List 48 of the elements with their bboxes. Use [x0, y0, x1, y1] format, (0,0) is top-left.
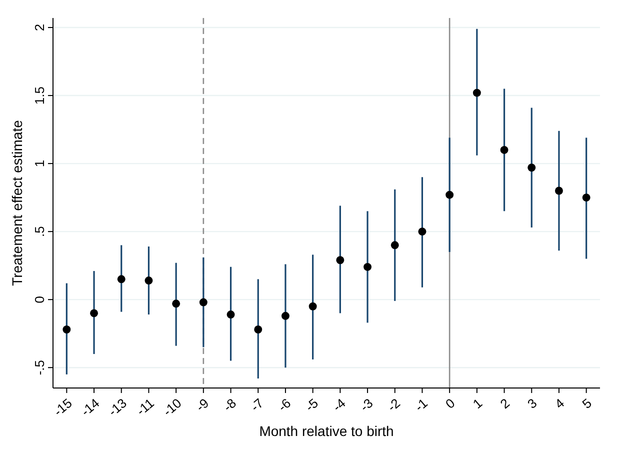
y-tick-label: 0 [32, 296, 47, 304]
x-axis-title: Month relative to birth [259, 423, 394, 439]
y-tick-label: 1 [32, 160, 47, 168]
point [472, 88, 481, 97]
point [528, 164, 536, 172]
x-tick-label: 5 [579, 395, 594, 412]
x-tick-label: -4 [330, 395, 348, 414]
point [62, 326, 71, 334]
x-tick-label: -13 [105, 395, 130, 420]
x-tick-label: 1 [470, 395, 486, 412]
point [500, 146, 508, 154]
x-tick-label: 4 [552, 395, 568, 412]
y-tick-label: 2 [32, 24, 47, 32]
point [336, 256, 344, 264]
point [364, 262, 372, 271]
point [554, 186, 563, 195]
x-tick-label: -5 [302, 395, 321, 414]
point [117, 275, 126, 284]
point [226, 310, 235, 319]
point [199, 298, 208, 306]
y-tick-label: 1.5 [32, 86, 47, 105]
point [418, 228, 426, 236]
x-tick-label: 0 [442, 395, 458, 412]
x-tick-label: -7 [248, 395, 266, 414]
x-tick-label: -14 [78, 395, 102, 420]
x-tick-label: 3 [524, 395, 540, 412]
y-tick-label: -.5 [32, 360, 47, 376]
x-tick-label: -9 [193, 395, 212, 414]
point [308, 302, 317, 310]
x-tick-label: -15 [50, 395, 75, 420]
y-axis-title: Treatement effect estimate [9, 120, 25, 286]
x-tick-label: -6 [275, 395, 294, 414]
point [144, 276, 153, 285]
x-tick-label: -11 [134, 395, 157, 418]
point [172, 300, 180, 308]
point [254, 326, 262, 334]
point [390, 241, 399, 250]
point [582, 194, 590, 202]
x-tick-label: -3 [357, 395, 376, 414]
x-tick-label: -8 [220, 395, 239, 414]
x-tick-label: -1 [412, 395, 430, 414]
y-tick-label: .5 [32, 226, 47, 237]
point [446, 190, 454, 199]
x-tick-label: -2 [384, 395, 404, 414]
point [281, 312, 290, 320]
point [90, 309, 98, 318]
x-tick-label: 2 [497, 395, 512, 412]
x-tick-label: -10 [160, 395, 184, 420]
